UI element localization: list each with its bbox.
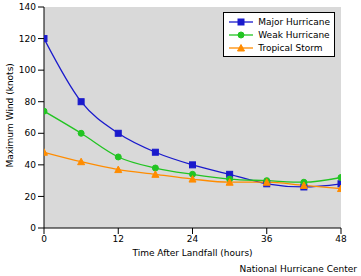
svg-text:0: 0 bbox=[41, 234, 47, 244]
svg-text:140: 140 bbox=[19, 2, 36, 12]
html-text:Tropical Storm: Tropical Storm bbox=[258, 42, 323, 53]
html-text:Major Hurricane: Major Hurricane bbox=[258, 16, 330, 27]
svg-text:Time After Landfall (hours): Time After Landfall (hours) bbox=[131, 248, 252, 258]
svg-text:40: 40 bbox=[25, 160, 37, 170]
svg-text:80: 80 bbox=[25, 97, 37, 107]
svg-text:20: 20 bbox=[25, 192, 37, 202]
svg-text:48: 48 bbox=[335, 234, 347, 244]
svg-text:Maximum Wind (knots): Maximum Wind (knots) bbox=[8, 63, 15, 167]
html-text:National Hurricane Center: National Hurricane Center bbox=[239, 264, 357, 274]
svg-text:36: 36 bbox=[261, 234, 273, 244]
svg-text:24: 24 bbox=[187, 234, 199, 244]
svg-text:120: 120 bbox=[19, 34, 36, 44]
html-text:Weak Hurricane: Weak Hurricane bbox=[258, 29, 330, 40]
svg-text:12: 12 bbox=[113, 234, 124, 244]
svg-text:100: 100 bbox=[19, 65, 36, 75]
svg-text:60: 60 bbox=[25, 128, 37, 138]
svg-text:0: 0 bbox=[30, 223, 36, 233]
